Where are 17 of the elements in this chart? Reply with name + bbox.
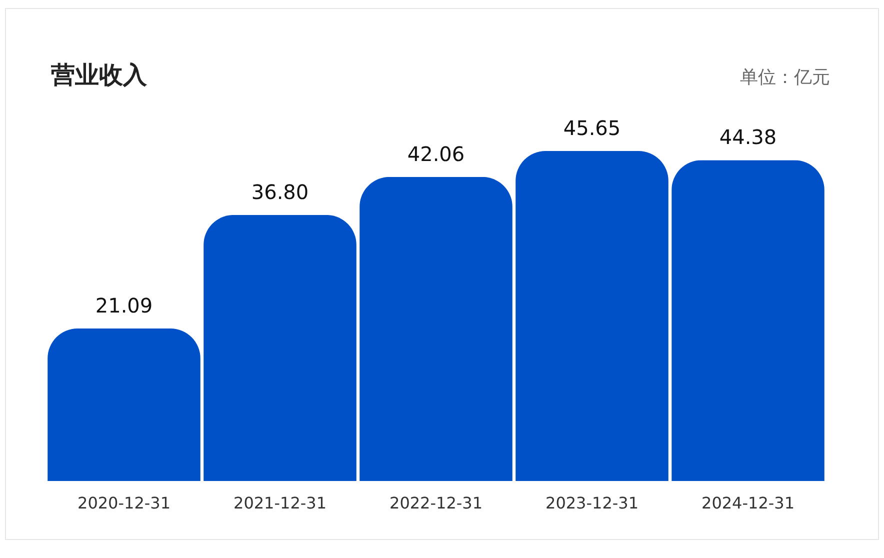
x-tick-label: 2020-12-31: [78, 494, 170, 512]
data-label: 36.80: [251, 180, 309, 204]
text: 单位：亿元: [740, 66, 830, 89]
bar: [48, 328, 200, 481]
x-tick-label: 2024-12-31: [702, 494, 794, 512]
bar: [516, 151, 668, 481]
chart-title: 营业收入: [51, 60, 147, 91]
data-label: 45.65: [563, 116, 621, 140]
data-label: 42.06: [407, 142, 465, 166]
bar: [204, 214, 356, 481]
bar: [360, 176, 512, 481]
bar: [672, 160, 824, 481]
x-tick-label: 2023-12-31: [546, 494, 638, 512]
x-tick-label: 2021-12-31: [234, 494, 326, 512]
data-label: 44.38: [719, 125, 777, 150]
x-tick-label: 2022-12-31: [390, 494, 482, 512]
data-label: 21.09: [95, 294, 153, 318]
